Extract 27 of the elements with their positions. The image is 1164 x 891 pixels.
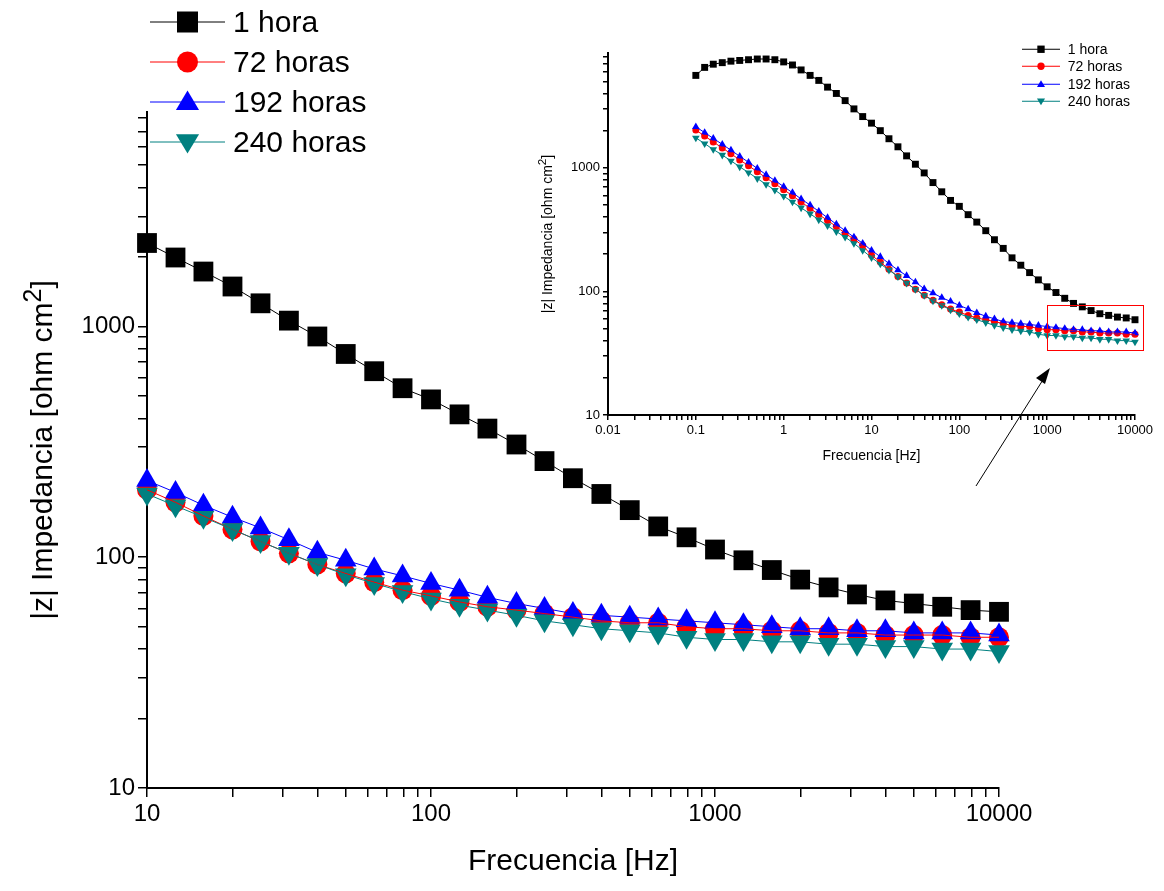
y-tick-label: 100: [94, 541, 135, 569]
x-axis-title: Frecuencia [Hz]: [822, 447, 921, 463]
y-tick-label: 10: [585, 406, 600, 422]
x-tick-label: 100: [948, 422, 971, 438]
legend-label: 1 hora: [1067, 40, 1108, 57]
legend-label: 240 horas: [1067, 93, 1130, 110]
x-tick-label: 10: [133, 799, 161, 827]
legend-label: 192 horas: [233, 85, 367, 119]
legend-label: 192 horas: [1067, 75, 1130, 92]
legend-label: 1 hora: [233, 5, 319, 39]
x-tick-label: 1000: [688, 799, 742, 827]
y-tick-label: 10: [108, 772, 135, 800]
x-tick-label: 10: [864, 422, 879, 438]
legend-label: 240 horas: [233, 125, 367, 159]
x-axis-title: Frecuencia [Hz]: [467, 843, 679, 876]
y-tick-label: 100: [578, 283, 600, 298]
x-tick-label: 0.01: [595, 422, 621, 438]
y-tick-label: 1000: [81, 311, 135, 339]
legend-label: 72 horas: [233, 45, 350, 79]
x-tick-label: 0.1: [686, 422, 705, 438]
x-tick-label: 1000: [1032, 422, 1062, 438]
x-tick-label: 100: [410, 799, 452, 827]
x-tick-label: 10000: [965, 799, 1033, 827]
x-tick-label: 1: [780, 422, 788, 438]
x-tick-label: 10000: [1116, 422, 1154, 438]
y-tick-label: 1000: [571, 159, 600, 175]
legend-label: 72 horas: [1067, 58, 1123, 75]
